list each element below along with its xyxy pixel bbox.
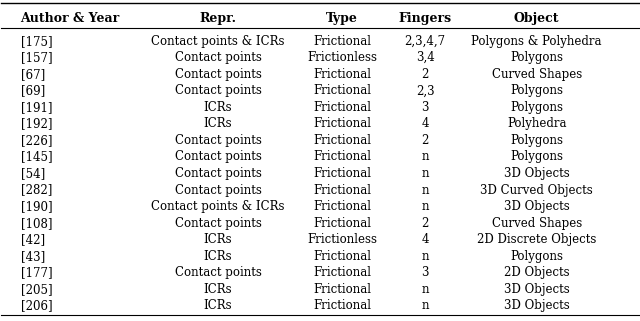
Text: Polygons: Polygons xyxy=(510,51,563,64)
Text: 4: 4 xyxy=(421,117,429,130)
Text: Frictional: Frictional xyxy=(314,84,371,97)
Text: n: n xyxy=(421,250,429,263)
Text: Polygons: Polygons xyxy=(510,134,563,147)
Text: [190]: [190] xyxy=(20,200,52,213)
Text: Frictionless: Frictionless xyxy=(307,233,378,246)
Text: 3D Objects: 3D Objects xyxy=(504,167,570,180)
Text: Frictional: Frictional xyxy=(314,35,371,48)
Text: n: n xyxy=(421,151,429,163)
Text: Contact points: Contact points xyxy=(175,217,262,230)
Text: Contact points: Contact points xyxy=(175,151,262,163)
Text: Contact points: Contact points xyxy=(175,184,262,196)
Text: [206]: [206] xyxy=(20,299,52,312)
Text: 3: 3 xyxy=(421,266,429,279)
Text: Repr.: Repr. xyxy=(200,13,237,25)
Text: 2,3: 2,3 xyxy=(416,84,435,97)
Text: 3D Objects: 3D Objects xyxy=(504,283,570,296)
Text: ICRs: ICRs xyxy=(204,101,232,114)
Text: [145]: [145] xyxy=(20,151,52,163)
Text: [108]: [108] xyxy=(20,217,52,230)
Text: Contact points & ICRs: Contact points & ICRs xyxy=(151,200,285,213)
Text: Frictionless: Frictionless xyxy=(307,51,378,64)
Text: ICRs: ICRs xyxy=(204,250,232,263)
Text: Curved Shapes: Curved Shapes xyxy=(492,68,582,81)
Text: Object: Object xyxy=(514,13,559,25)
Text: [69]: [69] xyxy=(20,84,45,97)
Text: Polygons: Polygons xyxy=(510,250,563,263)
Text: Frictional: Frictional xyxy=(314,117,371,130)
Text: [177]: [177] xyxy=(20,266,52,279)
Text: [67]: [67] xyxy=(20,68,45,81)
Text: Frictional: Frictional xyxy=(314,151,371,163)
Text: 3,4: 3,4 xyxy=(416,51,435,64)
Text: 2D Objects: 2D Objects xyxy=(504,266,570,279)
Text: Frictional: Frictional xyxy=(314,200,371,213)
Text: Polyhedra: Polyhedra xyxy=(507,117,566,130)
Text: 2: 2 xyxy=(422,68,429,81)
Text: Frictional: Frictional xyxy=(314,68,371,81)
Text: Contact points: Contact points xyxy=(175,167,262,180)
Text: ICRs: ICRs xyxy=(204,283,232,296)
Text: 2D Discrete Objects: 2D Discrete Objects xyxy=(477,233,596,246)
Text: Curved Shapes: Curved Shapes xyxy=(492,217,582,230)
Text: Frictional: Frictional xyxy=(314,266,371,279)
Text: Frictional: Frictional xyxy=(314,167,371,180)
Text: Contact points: Contact points xyxy=(175,84,262,97)
Text: Contact points: Contact points xyxy=(175,266,262,279)
Text: Frictional: Frictional xyxy=(314,217,371,230)
Text: Frictional: Frictional xyxy=(314,283,371,296)
Text: 3D Objects: 3D Objects xyxy=(504,200,570,213)
Text: Contact points & ICRs: Contact points & ICRs xyxy=(151,35,285,48)
Text: Polygons: Polygons xyxy=(510,101,563,114)
Text: n: n xyxy=(421,283,429,296)
Text: n: n xyxy=(421,299,429,312)
Text: n: n xyxy=(421,184,429,196)
Text: Fingers: Fingers xyxy=(399,13,452,25)
Text: 2: 2 xyxy=(422,134,429,147)
Text: [192]: [192] xyxy=(20,117,52,130)
Text: [54]: [54] xyxy=(20,167,45,180)
Text: [157]: [157] xyxy=(20,51,52,64)
Text: ICRs: ICRs xyxy=(204,117,232,130)
Text: Author & Year: Author & Year xyxy=(20,13,120,25)
Text: [226]: [226] xyxy=(20,134,52,147)
Text: [43]: [43] xyxy=(20,250,45,263)
Text: n: n xyxy=(421,167,429,180)
Text: 2,3,4,7: 2,3,4,7 xyxy=(404,35,445,48)
Text: Polygons: Polygons xyxy=(510,84,563,97)
Text: [205]: [205] xyxy=(20,283,52,296)
Text: Frictional: Frictional xyxy=(314,299,371,312)
Text: [191]: [191] xyxy=(20,101,52,114)
Text: [282]: [282] xyxy=(20,184,52,196)
Text: Frictional: Frictional xyxy=(314,101,371,114)
Text: ICRs: ICRs xyxy=(204,299,232,312)
Text: Frictional: Frictional xyxy=(314,250,371,263)
Text: [42]: [42] xyxy=(20,233,45,246)
Text: [175]: [175] xyxy=(20,35,52,48)
Text: Polygons & Polyhedra: Polygons & Polyhedra xyxy=(472,35,602,48)
Text: Contact points: Contact points xyxy=(175,134,262,147)
Text: Polygons: Polygons xyxy=(510,151,563,163)
Text: n: n xyxy=(421,200,429,213)
Text: 4: 4 xyxy=(421,233,429,246)
Text: Contact points: Contact points xyxy=(175,68,262,81)
Text: 3D Objects: 3D Objects xyxy=(504,299,570,312)
Text: Contact points: Contact points xyxy=(175,51,262,64)
Text: 2: 2 xyxy=(422,217,429,230)
Text: ICRs: ICRs xyxy=(204,233,232,246)
Text: Type: Type xyxy=(326,13,358,25)
Text: 3: 3 xyxy=(421,101,429,114)
Text: 3D Curved Objects: 3D Curved Objects xyxy=(480,184,593,196)
Text: Frictional: Frictional xyxy=(314,184,371,196)
Text: Frictional: Frictional xyxy=(314,134,371,147)
